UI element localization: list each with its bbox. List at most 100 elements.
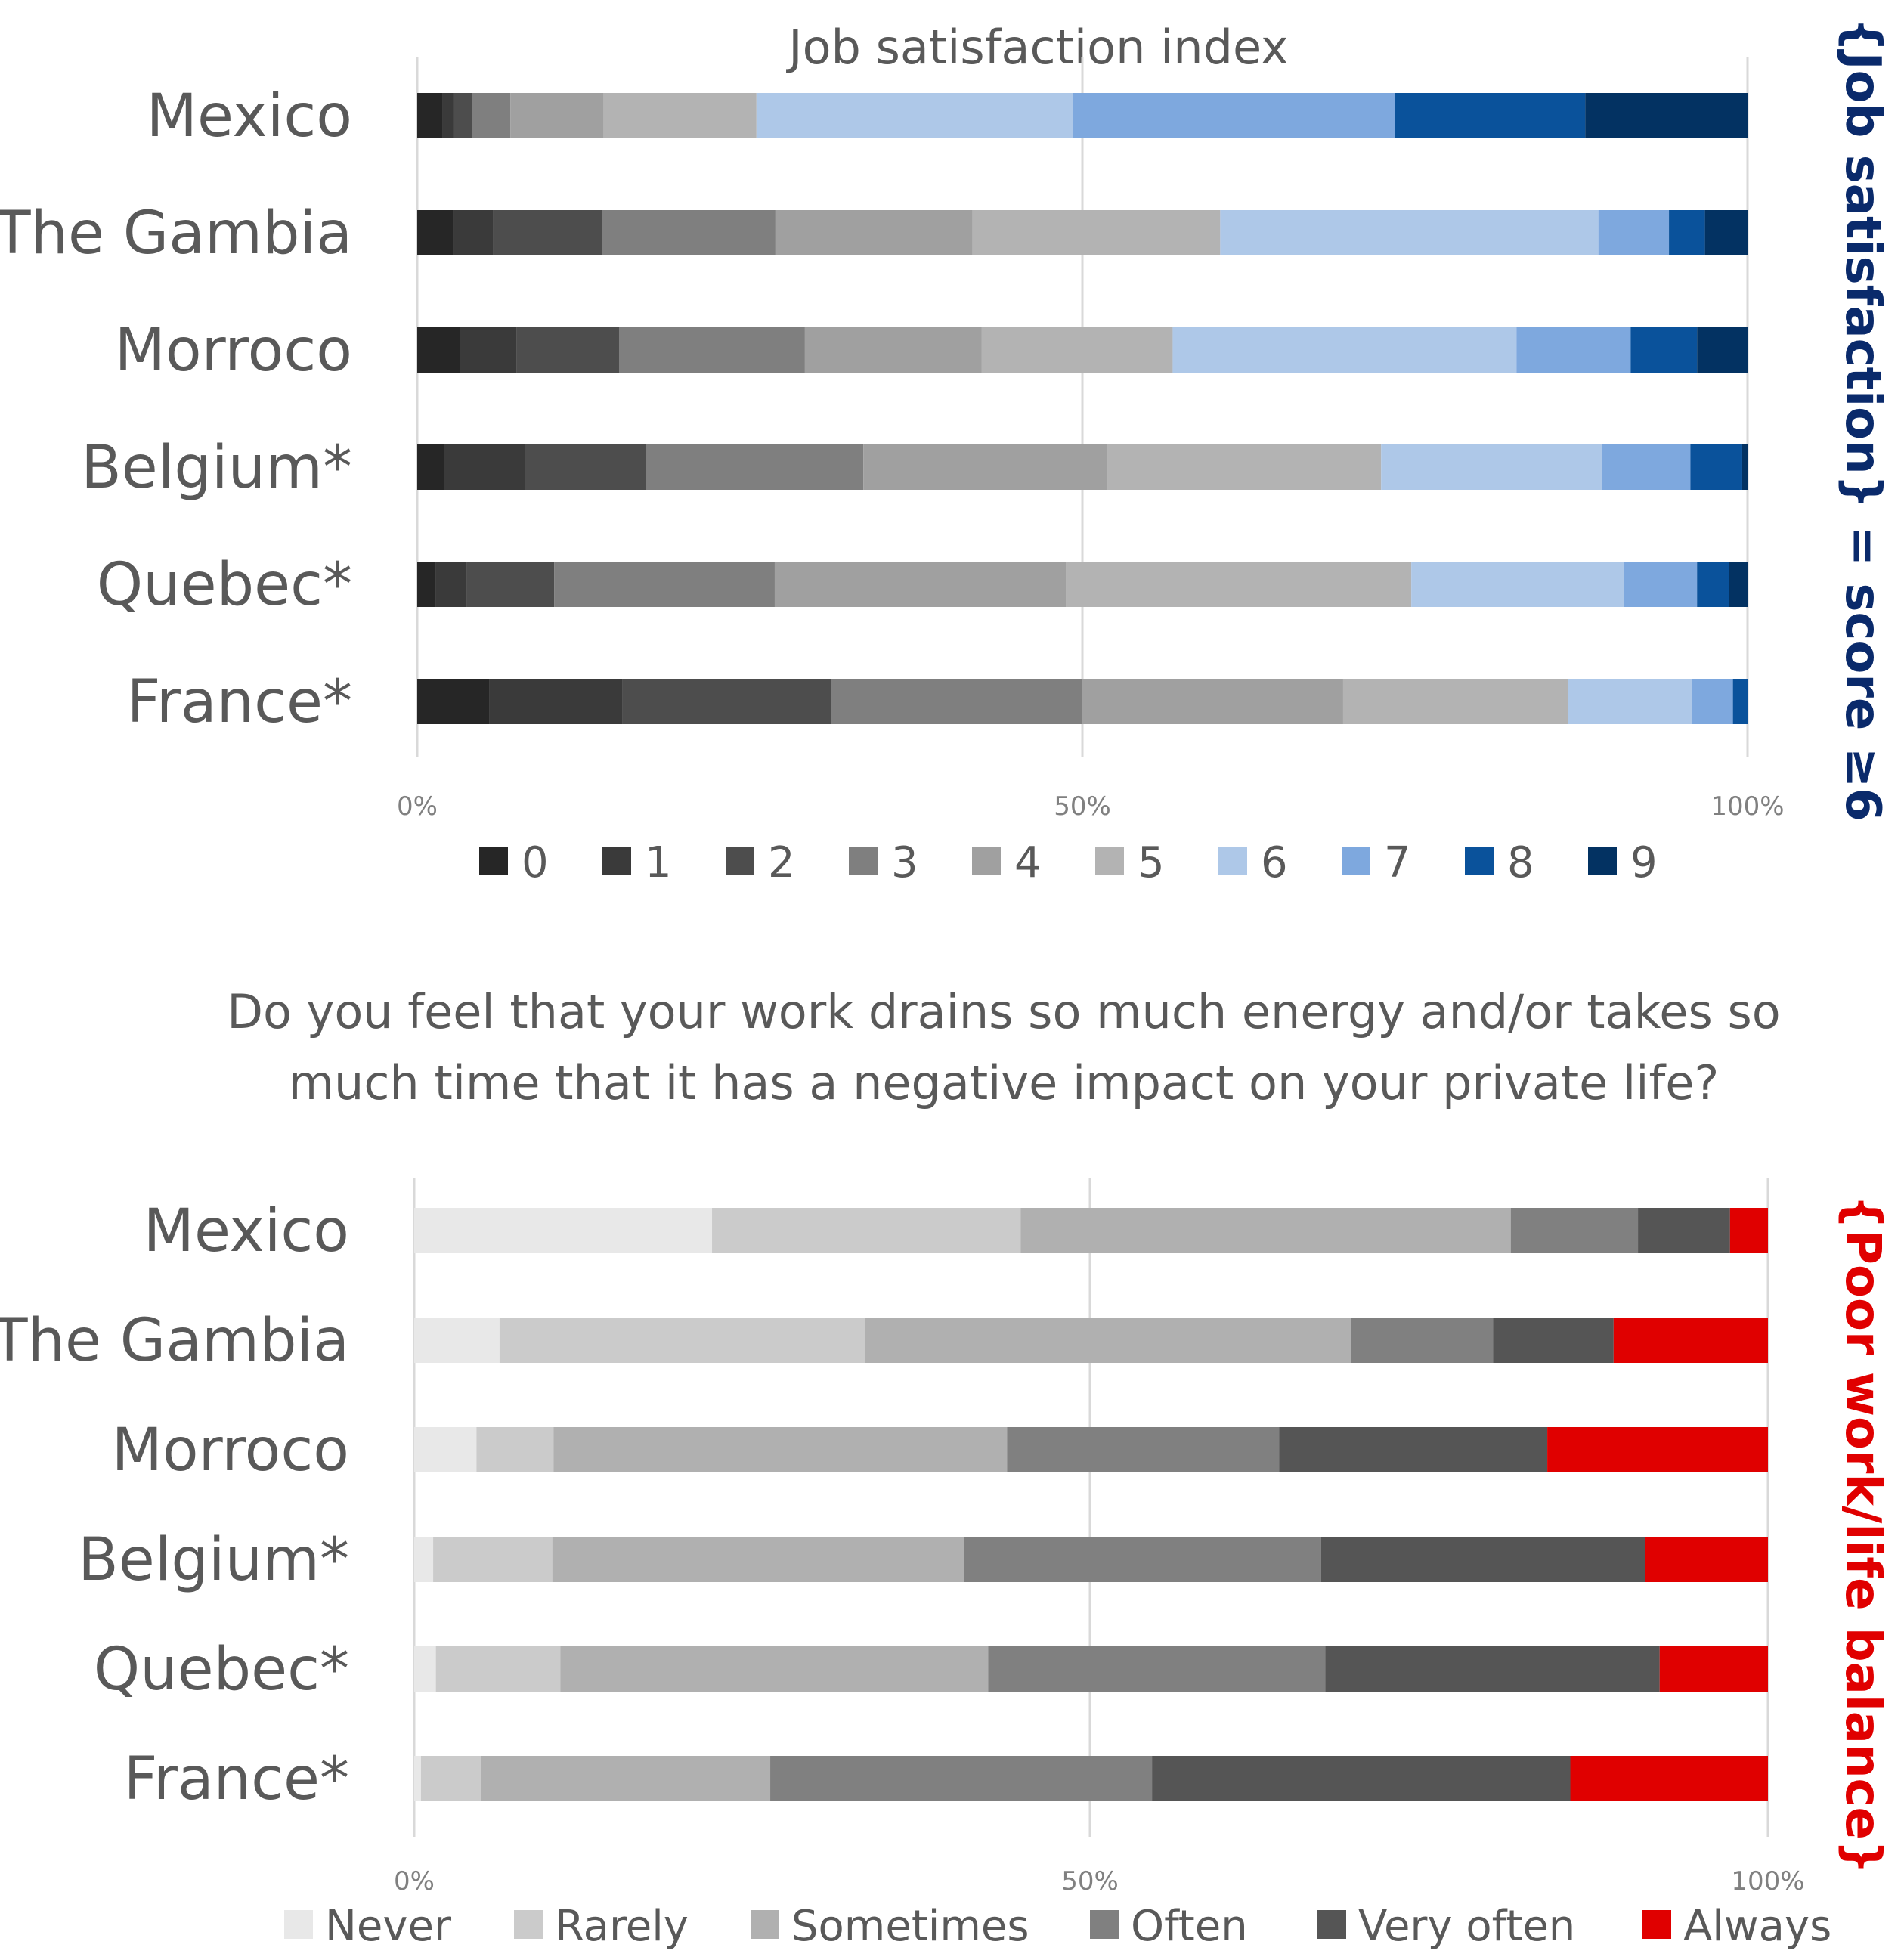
chart1-category-label: Belgium* xyxy=(81,434,352,502)
bar-segment xyxy=(1351,1318,1494,1363)
bar-segment xyxy=(414,1646,436,1692)
bar-segment xyxy=(618,327,805,373)
bar-segment xyxy=(417,444,444,490)
chart1-side-label: {Job satisfaction} = score ≥6 xyxy=(1834,17,1890,822)
legend-swatch xyxy=(514,1910,543,1939)
bar-segment xyxy=(1732,679,1748,724)
bar-segment xyxy=(1570,1756,1768,1801)
bar-segment xyxy=(1638,1208,1730,1253)
chart2-category-label: Quebec* xyxy=(94,1636,349,1704)
bar-segment xyxy=(417,562,436,607)
bar-segment xyxy=(414,1318,500,1363)
bar-segment xyxy=(480,1756,771,1801)
chart2-category-label: Belgium* xyxy=(78,1526,349,1594)
bar-segment xyxy=(603,93,757,138)
bar-segment xyxy=(525,444,646,490)
legend-label: Sometimes xyxy=(791,1902,1029,1951)
bar-segment xyxy=(1082,679,1343,724)
legend-label: 6 xyxy=(1261,838,1288,887)
chart1-legend: 0 1 2 3 4 5 6 7 8 9 xyxy=(479,838,1658,887)
bar-segment xyxy=(1659,1646,1768,1692)
bar-segment xyxy=(1630,327,1698,373)
bar-segment xyxy=(1568,679,1692,724)
bar-segment xyxy=(1073,93,1395,138)
chart1-title: Job satisfaction index xyxy=(785,20,1288,75)
chart2-category-label: France* xyxy=(124,1745,349,1813)
bar-segment xyxy=(804,327,982,373)
legend-label: 4 xyxy=(1014,838,1042,887)
bar-segment xyxy=(554,562,775,607)
chart1-tick-label: 100% xyxy=(1711,791,1784,822)
bar-segment xyxy=(417,327,460,373)
bar-segment xyxy=(1395,93,1586,138)
legend-swatch xyxy=(1465,847,1494,875)
legend-swatch xyxy=(1095,847,1124,875)
chart2-title-line-2: much time that it has a negative impact … xyxy=(289,1055,1720,1110)
legend-label: Rarely xyxy=(555,1902,689,1951)
bar-segment xyxy=(417,679,490,724)
bar-segment xyxy=(756,93,1073,138)
bar-segment xyxy=(493,210,602,255)
bar-segment xyxy=(442,93,454,138)
chart1-category-label: Quebec* xyxy=(97,551,352,619)
chart2-title-line-1: Do you feel that your work drains so muc… xyxy=(227,984,1780,1039)
bar-segment xyxy=(1342,679,1568,724)
bar-segment xyxy=(1704,210,1748,255)
bar-segment xyxy=(972,210,1221,255)
legend-swatch xyxy=(479,847,508,875)
chart1-category-label: The Gambia xyxy=(0,200,352,268)
chart1-category-label: France* xyxy=(127,668,352,736)
bar-segment xyxy=(1741,444,1748,490)
chart2-category-label: The Gambia xyxy=(0,1307,349,1375)
legend-label: Always xyxy=(1683,1902,1831,1951)
bar-segment xyxy=(552,1537,964,1582)
bar-segment xyxy=(414,1427,477,1472)
bar-segment xyxy=(1692,679,1733,724)
bar-segment xyxy=(1325,1646,1660,1692)
bar-segment xyxy=(414,1537,434,1582)
legend-swatch xyxy=(1642,1910,1671,1939)
bar-segment xyxy=(1007,1427,1280,1472)
legend-swatch xyxy=(849,847,878,875)
legend-swatch xyxy=(1090,1910,1119,1939)
chart1-bars xyxy=(417,93,1748,724)
legend-label: Often xyxy=(1131,1902,1248,1951)
bar-segment xyxy=(444,444,525,490)
legend-label: Very often xyxy=(1358,1902,1575,1951)
bar-segment xyxy=(646,444,864,490)
bar-segment xyxy=(1066,562,1412,607)
legend-label: 7 xyxy=(1384,838,1411,887)
bar-segment xyxy=(553,1427,1008,1472)
legend-label: 9 xyxy=(1630,838,1658,887)
bar-segment xyxy=(453,93,472,138)
bar-segment xyxy=(1220,210,1599,255)
bar-segment xyxy=(1320,1537,1645,1582)
bar-segment xyxy=(1601,444,1691,490)
bar-segment xyxy=(1690,444,1742,490)
bar-segment xyxy=(1729,562,1748,607)
bar-segment xyxy=(466,562,555,607)
chart2-tick-label: 50% xyxy=(1061,1866,1119,1897)
legend-label: 5 xyxy=(1138,838,1165,887)
bar-segment xyxy=(1729,1208,1768,1253)
bar-segment xyxy=(775,210,973,255)
legend-swatch xyxy=(1317,1910,1346,1939)
chart2-category-label: Mexico xyxy=(144,1197,349,1265)
bar-segment xyxy=(981,327,1173,373)
bar-segment xyxy=(420,1756,481,1801)
legend-swatch xyxy=(1342,847,1370,875)
bar-segment xyxy=(774,562,1067,607)
bar-segment xyxy=(1493,1318,1614,1363)
bar-segment xyxy=(414,1756,421,1801)
bar-segment xyxy=(1613,1318,1768,1363)
bar-segment xyxy=(1697,327,1748,373)
bar-segment xyxy=(414,1208,713,1253)
chart1-category-label: Mexico xyxy=(147,82,352,150)
chart-job-satisfaction: Job satisfaction index Mexico The Gambia… xyxy=(0,17,1890,887)
legend-swatch xyxy=(1218,847,1247,875)
legend-label: Never xyxy=(325,1902,452,1951)
bar-segment xyxy=(1411,562,1624,607)
bar-segment xyxy=(602,210,776,255)
bar-segment xyxy=(510,93,604,138)
bar-segment xyxy=(1152,1756,1571,1801)
